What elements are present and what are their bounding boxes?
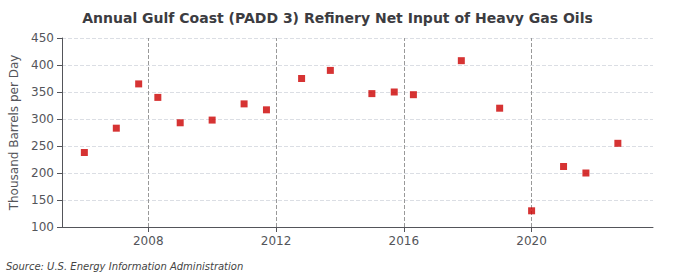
svg-text:Thousand Barrels per Day: Thousand Barrels per Day	[7, 55, 21, 212]
svg-text:300: 300	[31, 112, 54, 126]
svg-text:450: 450	[31, 31, 54, 45]
svg-text:2016: 2016	[389, 234, 420, 248]
svg-text:400: 400	[31, 58, 54, 72]
svg-text:2012: 2012	[261, 234, 292, 248]
svg-text:100: 100	[31, 220, 54, 234]
svg-text:150: 150	[31, 193, 54, 207]
svg-text:2008: 2008	[133, 234, 164, 248]
svg-text:350: 350	[31, 85, 54, 99]
svg-text:2020: 2020	[516, 234, 547, 248]
svg-text:250: 250	[31, 139, 54, 153]
svg-text:200: 200	[31, 166, 54, 180]
svg-text:Source: U.S. Energy Informatio: Source: U.S. Energy Information Administ…	[6, 261, 243, 272]
svg-text:Annual Gulf Coast (PADD 3) Ref: Annual Gulf Coast (PADD 3) Refinery Net …	[82, 10, 593, 26]
